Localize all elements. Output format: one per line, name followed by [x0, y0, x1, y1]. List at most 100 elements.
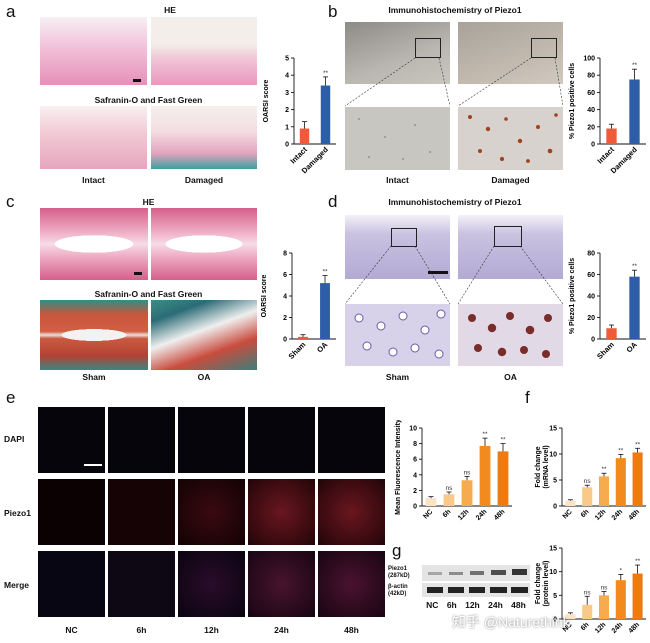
bar-nc: [565, 500, 576, 506]
bar-24h: [615, 580, 626, 619]
bar-12h: [598, 476, 610, 506]
x-tick-label: OA: [625, 340, 640, 355]
lane-label-6h: 6h: [446, 600, 457, 610]
y-tick-label: 40: [587, 107, 595, 114]
significance-label: **: [601, 466, 607, 473]
significance-label: ns: [464, 469, 472, 476]
micrograph-c-saf-oa: [151, 300, 257, 370]
x-tick-label: 24h: [611, 621, 624, 634]
row-label-piezo1: Piezo1: [4, 508, 31, 518]
chart-b: 0 20 40 60 80 100 % Piezo1 positive cells Intac…: [569, 56, 646, 175]
micrograph-a-he-damaged: [151, 17, 257, 85]
x-tick-label: Sham: [595, 340, 616, 361]
chart-c: 0 2 4 6 8 OARSI score Sham ** OA: [261, 251, 336, 361]
scale-bar: [428, 271, 448, 274]
bar-intact: [299, 128, 310, 144]
fluor-piezo1-48h: [318, 479, 385, 545]
chart-d: 0 20 40 60 80 % Piezo1 positive cells Sham ** OA: [569, 251, 646, 361]
panel-letter-b: b: [328, 2, 338, 21]
bar-sham: [298, 336, 308, 339]
y-axis-label: OARSI score: [263, 79, 270, 122]
significance-label: **: [618, 448, 624, 455]
y-tick-label: 3: [285, 90, 289, 97]
bar-intact: [606, 128, 617, 144]
y-tick-label: 6: [413, 457, 417, 464]
y-tick-label: 2: [413, 488, 417, 495]
x-tick-label: 48h: [628, 508, 641, 521]
bar-24h: [615, 458, 626, 506]
blot-label-piezo1: Piezo1 (287kD): [388, 566, 410, 579]
y-tick-label: 60: [587, 272, 595, 279]
fluor-piezo1-6h: [108, 479, 175, 545]
y-tick-label: 10: [549, 452, 557, 459]
significance-label: **: [635, 441, 641, 448]
y-tick-label: 0: [285, 142, 289, 149]
x-tick-label: 12h: [457, 508, 470, 521]
zoom-d-oa: [458, 304, 563, 366]
bar-oa: [320, 283, 330, 339]
micrograph-d-sham: [345, 215, 450, 279]
panel-c-cap-sham: Sham: [82, 372, 106, 382]
chart-f: 0 5 10 15 Fold change (mRNA level) NC ns 6h ** 12h…: [535, 426, 646, 522]
micrograph-b-damaged: [458, 22, 563, 84]
fluor-merge-nc: [38, 551, 105, 617]
y-axis-label: (mRNA level): [543, 445, 550, 488]
x-tick-label: 6h: [442, 508, 453, 519]
bar-6h: [582, 487, 593, 506]
bar-12h: [598, 595, 610, 619]
zoom-box-d-oa: [494, 226, 522, 247]
y-tick-label: 15: [549, 546, 557, 553]
zoom-b-intact: [345, 107, 450, 170]
y-axis-label: % Piezo1 positive cells: [569, 63, 576, 139]
bar-damaged: [629, 79, 640, 144]
panel-a-saf-title: Safranin-O and Fast Green: [94, 95, 203, 105]
fluor-piezo1-24h: [248, 479, 315, 545]
col-label-6h: 6h: [136, 625, 147, 635]
blot-piezo1: [422, 565, 530, 581]
significance-label: **: [500, 437, 506, 444]
significance-label: *: [620, 568, 623, 575]
significance-label: **: [322, 269, 328, 276]
fluor-piezo1-12h: [178, 479, 245, 545]
y-tick-label: 4: [285, 73, 289, 80]
y-tick-label: 60: [587, 90, 595, 97]
panel-b-title: Immunohistochemistry of Piezo1: [388, 5, 522, 15]
bar-damaged: [320, 85, 331, 144]
lane-label-24h: 24h: [488, 600, 503, 610]
y-tick-label: 80: [587, 73, 595, 80]
lane-label-48h: 48h: [511, 600, 526, 610]
significance-label: ns: [601, 585, 609, 592]
micrograph-a-he-intact: [40, 17, 147, 85]
bar-24h: [479, 445, 491, 506]
significance-label: ns: [584, 589, 592, 596]
significance-label: ns: [446, 485, 454, 492]
y-tick-label: 8: [413, 441, 417, 448]
y-tick-label: 8: [283, 251, 287, 258]
bar-48h: [497, 451, 509, 506]
scale-bar: [133, 79, 141, 82]
bar-48h: [632, 452, 643, 506]
y-axis-label: % Piezo1 positive cells: [569, 258, 576, 334]
y-axis-label: OARSI score: [261, 274, 268, 317]
micrograph-a-saf-intact: [40, 106, 147, 169]
y-tick-label: 0: [591, 142, 595, 149]
zoom-b-damaged: [458, 107, 563, 170]
bar-nc: [565, 614, 576, 619]
y-tick-label: 5: [553, 593, 557, 600]
panel-a-cap-damaged: Damaged: [184, 175, 224, 185]
bar-sham: [606, 328, 617, 339]
bar-48h: [632, 573, 643, 619]
x-tick-label: 48h: [493, 508, 506, 521]
fluor-merge-48h: [318, 551, 385, 617]
fluor-piezo1-nc: [38, 479, 105, 545]
y-tick-label: 5: [553, 478, 557, 485]
y-tick-label: 10: [549, 569, 557, 576]
y-tick-label: 4: [413, 472, 417, 479]
x-tick-label: Sham: [287, 340, 308, 361]
bar-oa: [629, 276, 640, 339]
y-tick-label: 2: [285, 107, 289, 114]
x-tick-label: 6h: [580, 508, 591, 519]
micrograph-b-intact: [345, 22, 450, 84]
y-tick-label: 0: [553, 617, 557, 624]
